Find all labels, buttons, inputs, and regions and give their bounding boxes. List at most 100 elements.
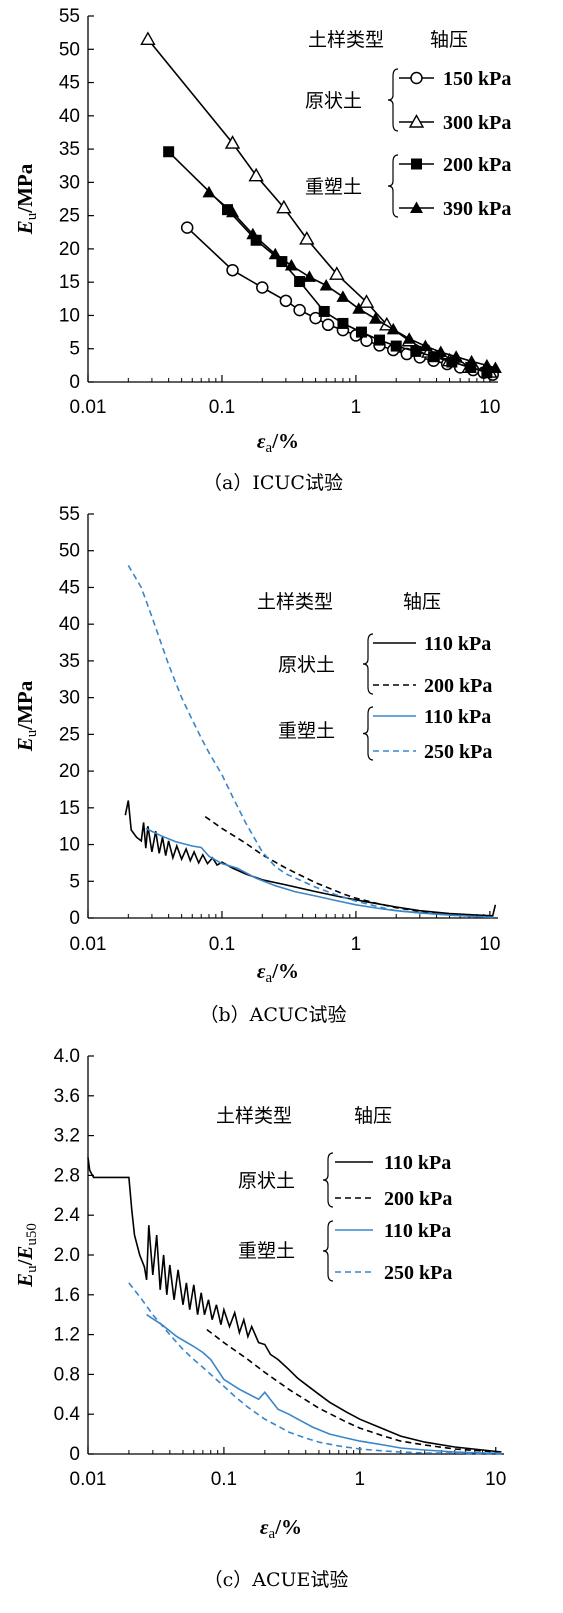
series-line [87, 1157, 502, 1453]
data-point [434, 345, 448, 358]
legend-header-pressure: 轴压 [354, 1105, 392, 1127]
data-point [224, 135, 241, 149]
data-point [358, 294, 375, 308]
x-tick-label: 10 [479, 397, 500, 418]
x-axis-label: εa/% [257, 429, 299, 456]
legend-brace [362, 706, 374, 761]
data-point [276, 199, 292, 214]
x-axis-label: εa/% [257, 959, 299, 986]
data-point [321, 318, 335, 332]
legend-entry-label: 110 kPa [384, 1152, 451, 1174]
series-line [145, 827, 493, 919]
x-tick-label: 1 [351, 397, 362, 418]
data-point [268, 247, 282, 260]
y-tick-label: 0.8 [54, 1364, 80, 1385]
data-point [481, 367, 493, 379]
data-point [276, 256, 288, 268]
y-tick-label: 45 [59, 73, 80, 94]
data-point [163, 146, 175, 158]
legend-group-name: 原状土 [305, 90, 362, 112]
series-3 [163, 146, 493, 379]
y-tick-label: 5 [69, 871, 80, 892]
y-tick-label: 10 [59, 305, 80, 326]
y-tick-label: 30 [59, 688, 80, 709]
y-axis-label-symbol: E [13, 1273, 37, 1288]
x-tick-label: 0.01 [70, 397, 107, 418]
series-4 [128, 1282, 502, 1455]
series-line [124, 800, 497, 917]
legend-entry-label: 250 kPa [384, 1262, 452, 1284]
data-point [410, 71, 423, 85]
x-axis-label-symbol: ε [257, 429, 266, 453]
y-axis-label-sub: u [24, 212, 40, 220]
legend-entry-label: 150 kPa [443, 68, 511, 90]
series-3 [145, 827, 493, 919]
y-tick-label: 50 [59, 541, 80, 562]
data-point [319, 279, 333, 291]
y-tick-label: 25 [59, 724, 80, 745]
series-line [128, 1282, 502, 1455]
y-tick-label: 25 [59, 206, 80, 227]
data-point [293, 303, 306, 317]
y-tick-label: 15 [59, 798, 80, 819]
y-axis-label: Eu/MPa [13, 163, 40, 235]
legend-entry-label: 200 kPa [424, 675, 492, 697]
x-axis-label-sub: a [269, 1526, 276, 1542]
series-1 [87, 1157, 502, 1453]
data-point [329, 266, 345, 280]
y-tick-label: 30 [59, 172, 80, 193]
y-tick-label: 0.4 [54, 1404, 81, 1425]
legend-group-name: 原状土 [278, 654, 335, 676]
x-axis-label-sub: a [266, 970, 273, 986]
y-axis-label: Eu/MPa [13, 680, 40, 752]
y-axis-label-symbol: E [13, 1246, 37, 1261]
y-tick-label: 2.4 [54, 1205, 81, 1226]
series-4 [127, 564, 493, 919]
y-tick-label: 45 [59, 577, 80, 598]
y-tick-label: 1.6 [54, 1285, 80, 1306]
data-point [302, 270, 316, 282]
legend-brace [387, 154, 399, 218]
chart-panel-3: 00.40.81.21.62.02.42.83.23.64.00.01 0.1 1 1… [13, 1046, 506, 1591]
data-point [279, 294, 293, 308]
chart-panel-2: 0 5 10 15 20 25 30 35 40 45 50 55 0.01 0.1 1 10 εa/% Eu/M… [13, 504, 500, 1026]
data-point [408, 114, 425, 128]
x-tick-label: 0.1 [209, 934, 235, 955]
y-tick-label: 15 [59, 272, 80, 293]
y-tick-label: 2.8 [54, 1165, 80, 1186]
x-axis-label-unit: /% [271, 429, 299, 453]
y-tick-label: 3.6 [54, 1086, 80, 1107]
y-tick-label: 2.0 [54, 1245, 80, 1266]
y-tick-label: 55 [59, 504, 80, 525]
data-point [368, 312, 382, 324]
y-axis-label-unit: /MPa [13, 680, 37, 730]
legend-brace [387, 68, 399, 132]
data-point [374, 334, 386, 346]
x-axis-label-sub: a [266, 440, 273, 456]
data-point [488, 361, 502, 374]
y-axis-label-sub: u [24, 729, 40, 737]
data-point [256, 281, 269, 294]
legend-header-pressure: 轴压 [430, 29, 468, 51]
data-point [294, 276, 306, 288]
legend-group-name: 重塑土 [238, 1240, 295, 1262]
legend-entry-label: 250 kPa [424, 741, 492, 763]
legend-entry-label: 300 kPa [443, 112, 511, 134]
x-tick-label: 0.01 [70, 1469, 107, 1490]
legend-brace [322, 1220, 334, 1282]
data-point [418, 339, 432, 352]
data-point [410, 345, 422, 357]
data-point [226, 263, 239, 277]
data-point [222, 204, 234, 216]
y-tick-label: 40 [59, 614, 80, 635]
y-tick-label: 0 [69, 1444, 80, 1465]
data-point [140, 31, 156, 45]
x-axis-label-unit: /% [271, 959, 299, 983]
series-2 [206, 1328, 502, 1453]
data-point [284, 259, 298, 271]
data-point [411, 158, 422, 170]
y-tick-label: 5 [69, 339, 80, 360]
series-line [146, 1314, 502, 1454]
data-point [449, 350, 463, 362]
x-tick-label: 0.1 [211, 1469, 237, 1490]
